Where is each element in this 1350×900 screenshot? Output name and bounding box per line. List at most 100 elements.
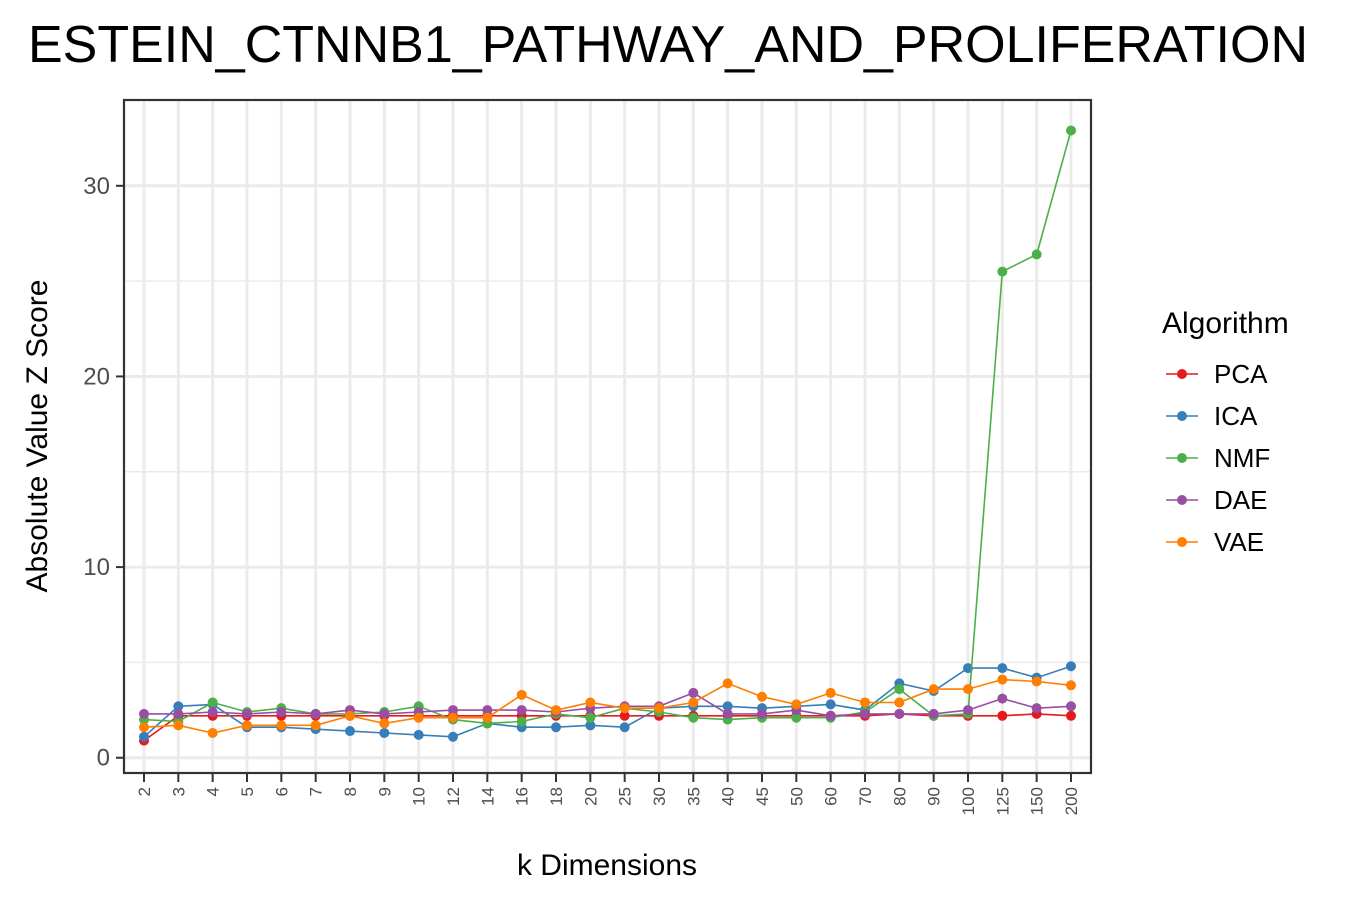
data-point-vae (825, 687, 836, 698)
series-dae (139, 687, 1076, 721)
data-point-vae (448, 712, 458, 723)
y-axis: 0 10 20 30 (83, 173, 124, 772)
data-point-vae (997, 674, 1008, 685)
data-point-vae (619, 703, 630, 714)
data-point-ica (997, 663, 1008, 674)
data-point-ica (1066, 661, 1076, 672)
x-tick-label: 25 (616, 787, 635, 806)
data-point-vae (722, 678, 733, 689)
legend-label: DAE (1214, 485, 1267, 515)
data-point-vae (379, 718, 390, 729)
data-point-dae (688, 687, 699, 698)
y-tick-label: 0 (97, 745, 110, 772)
legend-item-ica: ICA (1166, 401, 1258, 431)
x-tick-label: 12 (444, 787, 463, 806)
data-point-vae (963, 684, 973, 695)
legend-key-point (1177, 453, 1187, 463)
data-point-pca (997, 710, 1008, 721)
data-point-vae (516, 689, 527, 700)
legend-key-point (1177, 369, 1187, 379)
data-point-ica (825, 699, 836, 710)
x-tick-label: 150 (1028, 787, 1047, 815)
x-tick-label: 6 (272, 787, 291, 796)
data-point-nmf (1066, 125, 1076, 136)
x-tick-label: 3 (169, 787, 188, 796)
legend-key-point (1177, 411, 1187, 421)
data-point-ica (963, 663, 973, 674)
x-tick-label: 200 (1062, 787, 1081, 815)
y-tick-label: 20 (83, 363, 110, 390)
x-tick-label: 8 (341, 787, 360, 796)
series-line-dae (144, 692, 1072, 717)
data-point-vae (173, 720, 184, 731)
series-vae (139, 674, 1076, 738)
legend-label: NMF (1214, 443, 1270, 473)
data-point-vae (1031, 676, 1042, 687)
data-point-dae (516, 705, 527, 716)
series-ica (139, 661, 1076, 742)
x-tick-label: 16 (513, 787, 532, 806)
data-point-nmf (585, 712, 596, 723)
data-point-dae (379, 708, 390, 719)
data-point-vae (310, 720, 321, 731)
data-point-dae (242, 708, 252, 719)
series-line-nmf (143, 130, 1072, 725)
legend-item-nmf: NMF (1166, 443, 1270, 473)
legend-key-point (1177, 495, 1187, 505)
data-point-vae (928, 684, 939, 695)
x-tick-label: 40 (719, 787, 738, 806)
data-point-ica (379, 727, 390, 738)
data-point-dae (825, 710, 836, 721)
x-tick-label: 4 (204, 787, 223, 796)
data-point-dae (963, 705, 973, 716)
x-tick-label: 80 (890, 787, 909, 806)
x-tick-label: 2 (135, 787, 154, 796)
x-axis: 2 3 4 5 6 7 8 9 10 12 14 16 18 20 25 30 35 40 45 50 60 70 80 90… (135, 773, 1081, 815)
legend-label: VAE (1214, 527, 1264, 557)
data-point-vae (276, 720, 287, 731)
x-tick-label: 125 (993, 787, 1012, 815)
x-tick-label: 100 (959, 787, 978, 815)
data-point-vae (551, 705, 561, 716)
data-point-vae (860, 697, 870, 708)
data-point-vae (585, 697, 596, 708)
data-point-vae (791, 699, 802, 710)
y-axis-title: Absolute Value Z Score (21, 280, 54, 593)
data-point-nmf (516, 716, 527, 727)
plot-panel (124, 100, 1091, 773)
x-tick-label: 90 (925, 787, 944, 806)
data-point-nmf (688, 712, 699, 723)
y-tick-label: 10 (83, 554, 110, 581)
plot-border (122, 98, 1093, 775)
chart-title: ESTEIN_CTNNB1_PATHWAY_AND_PROLIFERATION (28, 16, 1308, 74)
x-tick-label: 35 (684, 787, 703, 806)
x-tick-label: 45 (753, 787, 772, 806)
data-point-dae (722, 708, 733, 719)
data-point-ica (585, 720, 596, 731)
legend-key-point (1177, 537, 1187, 547)
x-tick-label: 14 (478, 787, 497, 806)
data-point-vae (242, 720, 252, 731)
data-point-nmf (1031, 249, 1042, 260)
data-point-nmf (791, 712, 802, 723)
data-point-vae (413, 712, 424, 723)
legend-label: ICA (1214, 401, 1258, 431)
data-point-vae (654, 703, 664, 714)
data-point-ica (345, 726, 355, 737)
data-point-nmf (997, 266, 1008, 277)
series-line-ica (143, 665, 1072, 738)
data-point-vae (139, 722, 149, 733)
legend-title: Algorithm (1162, 307, 1289, 340)
series-line-vae (143, 678, 1072, 734)
data-point-dae (894, 708, 905, 719)
y-tick-label: 30 (83, 173, 110, 200)
data-point-dae (482, 705, 493, 716)
x-tick-label: 9 (375, 787, 394, 796)
data-point-dae (1031, 703, 1042, 714)
data-point-vae (894, 697, 905, 708)
x-tick-label: 30 (650, 787, 669, 806)
data-point-dae (997, 693, 1008, 704)
x-tick-label: 20 (581, 787, 600, 806)
data-point-dae (173, 708, 184, 719)
x-tick-label: 7 (307, 787, 326, 796)
